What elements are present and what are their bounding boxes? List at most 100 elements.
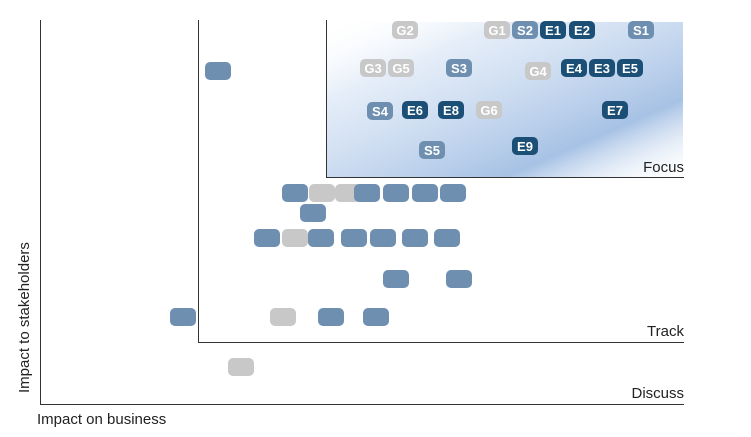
point-s4: S4 <box>367 102 393 120</box>
point-unlabeled <box>309 184 335 202</box>
points-layer: G2 G1 S2 E1 E2 S1 G3 G5 S3 G4 E4 E3 E5 S4 E6 E8 G6 E7 S5 E9 <box>170 21 654 376</box>
point-marker <box>402 101 428 119</box>
point-unlabeled <box>170 308 196 326</box>
point-marker <box>512 137 538 155</box>
point-label: G4 <box>529 64 547 79</box>
point-marker <box>434 229 460 247</box>
point-unlabeled <box>308 229 334 247</box>
zone-label-track: Track <box>647 323 684 340</box>
point-label: G1 <box>488 23 505 38</box>
point-e2: E2 <box>569 21 595 39</box>
point-label: E5 <box>622 61 638 76</box>
point-marker <box>370 229 396 247</box>
point-label: G5 <box>392 61 409 76</box>
point-unlabeled <box>341 229 367 247</box>
point-marker <box>484 21 510 39</box>
point-marker <box>270 308 296 326</box>
point-marker <box>383 270 409 288</box>
point-label: E1 <box>545 23 561 38</box>
point-marker <box>309 184 335 202</box>
point-label: S4 <box>372 104 389 119</box>
point-marker <box>205 62 231 80</box>
point-marker <box>589 59 615 77</box>
point-marker <box>388 59 414 77</box>
point-s1: S1 <box>628 21 654 39</box>
point-label: G3 <box>364 61 381 76</box>
point-e7: E7 <box>602 101 628 119</box>
point-marker <box>363 308 389 326</box>
point-label: S5 <box>424 143 440 158</box>
point-marker <box>170 308 196 326</box>
point-marker <box>438 101 464 119</box>
point-marker <box>318 308 344 326</box>
point-label: G2 <box>396 23 413 38</box>
focus-zone-fill <box>327 22 683 177</box>
zone-label-discuss: Discuss <box>631 385 684 402</box>
point-label: S2 <box>517 23 533 38</box>
point-marker <box>569 21 595 39</box>
point-e5: E5 <box>617 59 643 77</box>
point-e9: E9 <box>512 137 538 155</box>
point-marker <box>360 59 386 77</box>
point-unlabeled <box>282 184 308 202</box>
point-e3: E3 <box>589 59 615 77</box>
point-unlabeled <box>446 270 472 288</box>
point-unlabeled <box>228 358 254 376</box>
point-marker <box>617 59 643 77</box>
point-g2: G2 <box>392 21 418 39</box>
point-marker <box>561 59 587 77</box>
point-marker <box>440 184 466 202</box>
point-unlabeled <box>370 229 396 247</box>
point-s5: S5 <box>419 141 445 159</box>
point-marker <box>525 62 551 80</box>
point-label: E7 <box>607 103 623 118</box>
point-e6: E6 <box>402 101 428 119</box>
point-marker <box>392 21 418 39</box>
point-label: E9 <box>517 139 533 154</box>
point-marker <box>228 358 254 376</box>
point-marker <box>308 229 334 247</box>
point-unlabeled <box>434 229 460 247</box>
point-s2: S2 <box>512 21 538 39</box>
point-unlabeled <box>383 184 409 202</box>
point-unlabeled <box>412 184 438 202</box>
point-marker <box>341 229 367 247</box>
y-axis-label: Impact to stakeholders <box>16 242 33 393</box>
point-unlabeled <box>205 62 231 80</box>
point-unlabeled <box>254 229 280 247</box>
point-label: S1 <box>633 23 649 38</box>
point-unlabeled <box>383 270 409 288</box>
point-marker <box>512 21 538 39</box>
point-unlabeled <box>282 229 308 247</box>
point-g6: G6 <box>476 101 502 119</box>
point-unlabeled <box>318 308 344 326</box>
point-marker <box>300 204 326 222</box>
point-marker <box>254 229 280 247</box>
point-unlabeled <box>354 184 380 202</box>
point-label: E4 <box>566 61 583 76</box>
x-axis-label: Impact on business <box>37 411 166 428</box>
point-e1: E1 <box>540 21 566 39</box>
point-marker <box>412 184 438 202</box>
point-g4: G4 <box>525 62 551 80</box>
zone-boundaries <box>40 20 684 405</box>
point-g5: G5 <box>388 59 414 77</box>
point-marker <box>367 102 393 120</box>
point-label: E8 <box>443 103 459 118</box>
point-label: G6 <box>480 103 497 118</box>
point-e8: E8 <box>438 101 464 119</box>
point-e4: E4 <box>561 59 587 77</box>
point-unlabeled <box>300 204 326 222</box>
point-marker <box>446 59 472 77</box>
point-g1: G1 <box>484 21 510 39</box>
point-marker <box>402 229 428 247</box>
point-marker <box>419 141 445 159</box>
point-label: E2 <box>574 23 590 38</box>
point-marker <box>476 101 502 119</box>
point-label: E6 <box>407 103 423 118</box>
point-marker <box>602 101 628 119</box>
point-unlabeled <box>363 308 389 326</box>
point-s3: S3 <box>446 59 472 77</box>
